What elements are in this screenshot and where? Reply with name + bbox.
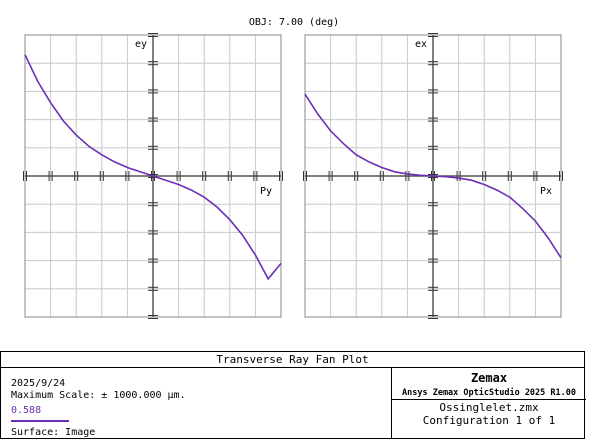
brand-name: Zemax <box>470 371 508 385</box>
max-scale: Maximum Scale: ± 1000.000 µm. <box>11 390 186 401</box>
info-box: Transverse Ray Fan Plot 2025/9/24 Maximu… <box>0 351 586 439</box>
title-block: Zemax Ansys Zemax OpticStudio 2025 R1.00… <box>391 367 586 439</box>
brand-block: Zemax Ansys Zemax OpticStudio 2025 R1.00 <box>392 367 586 400</box>
field-label: OBJ: 7.00 (deg) <box>249 17 339 28</box>
wavelength-label: 0.588 <box>11 405 42 416</box>
file-name: Ossinglelet.zmx <box>439 401 539 414</box>
product-name: Ansys Zemax OpticStudio 2025 R1.00 <box>402 388 576 398</box>
wavelength-swatch <box>11 420 69 422</box>
tangential-fan-panel: ey Py <box>23 33 283 319</box>
configuration: Configuration 1 of 1 <box>422 414 556 427</box>
info-details: 2025/9/24 Maximum Scale: ± 1000.000 µm. … <box>11 378 186 422</box>
file-block: Ossinglelet.zmx Configuration 1 of 1 <box>392 401 586 427</box>
surface-label: Surface: Image <box>11 427 96 438</box>
plot-date: 2025/9/24 <box>11 378 66 389</box>
ray-fan-plot: OBJ: 7.00 (deg) ey Py ex Px <box>23 17 563 319</box>
vertical-axis-label: ex <box>415 39 427 50</box>
plot-title: Transverse Ray Fan Plot <box>1 352 584 368</box>
fan-curve <box>24 54 282 281</box>
horizontal-axis-label: Py <box>260 186 272 197</box>
horizontal-axis-label: Px <box>540 186 552 197</box>
vertical-axis-label: ey <box>135 39 147 50</box>
fan-curve <box>304 93 562 259</box>
sagittal-fan-panel: ex Px <box>303 33 563 319</box>
